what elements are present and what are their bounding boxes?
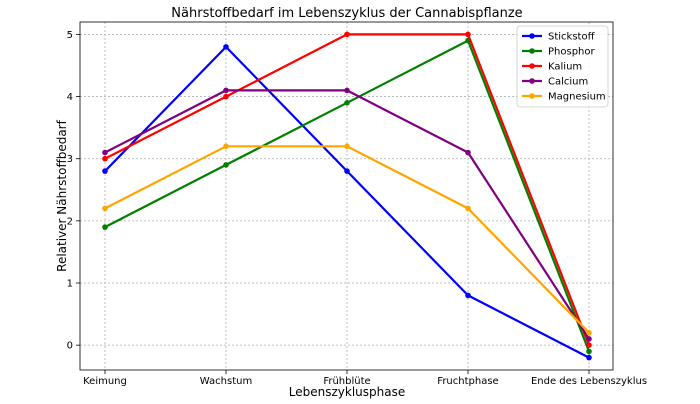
legend-marker-calcium <box>529 78 535 84</box>
data-point-phosphor <box>102 224 108 230</box>
series-lines <box>102 31 592 361</box>
x-axis-label: Lebenszyklusphase <box>289 385 405 399</box>
axis-ticks: Keimung Wachstum Frühblüte Fruchtphase Ende … <box>67 30 647 387</box>
legend-marker-kalium <box>529 63 535 69</box>
legend: Stickstoff Phosphor Kalium Calcium Magnesium <box>516 25 609 108</box>
data-point-magnesium <box>102 205 108 212</box>
x-tick-label: Fruchtphase <box>437 376 498 387</box>
plot-frame <box>79 21 614 371</box>
y-tick-label: 1 <box>67 279 73 290</box>
data-point-magnesium <box>223 143 229 150</box>
legend-box <box>516 25 609 108</box>
x-tick-label: Frühblüte <box>323 376 370 387</box>
series-calcium <box>102 87 592 342</box>
data-point-stickstoff <box>223 44 229 50</box>
series-kalium <box>102 31 592 348</box>
series-stickstoff <box>102 44 592 361</box>
data-point-kalium <box>223 93 229 100</box>
y-tick-label: 0 <box>67 341 73 352</box>
data-point-stickstoff <box>344 168 350 174</box>
y-tick-label: 4 <box>67 92 73 103</box>
data-point-phosphor <box>586 348 592 355</box>
legend-label-stickstoff: Stickstoff <box>548 32 596 43</box>
y-tick-label: 3 <box>67 154 73 165</box>
legend-marker-magnesium <box>529 93 535 99</box>
legend-marker-stickstoff <box>529 33 535 39</box>
data-point-kalium <box>465 31 471 38</box>
data-point-stickstoff <box>102 168 108 174</box>
data-point-calcium <box>102 149 108 156</box>
y-tick-label: 2 <box>67 216 73 227</box>
legend-label-phosphor: Phosphor <box>548 47 596 58</box>
data-point-kalium <box>586 342 592 348</box>
data-point-kalium <box>102 155 108 162</box>
y-tick-label: 5 <box>67 30 73 41</box>
data-point-stickstoff <box>465 292 471 299</box>
data-point-kalium <box>344 31 350 38</box>
data-point-magnesium <box>465 205 471 212</box>
data-point-calcium <box>586 336 592 342</box>
chart-title: Nährstoffbedarf im Lebenszyklus der Cann… <box>171 6 522 21</box>
legend-label-kalium: Kalium <box>548 62 582 73</box>
data-point-phosphor <box>223 162 229 168</box>
data-point-calcium <box>223 87 229 94</box>
data-point-calcium <box>344 87 350 94</box>
x-tick-label: Wachstum <box>200 376 252 387</box>
series-magnesium <box>102 143 592 336</box>
data-point-calcium <box>465 149 471 156</box>
legend-label-calcium: Calcium <box>548 77 588 88</box>
x-tick-label: Ende des Lebenszyklus <box>531 376 647 387</box>
data-point-magnesium <box>344 143 350 150</box>
legend-marker-phosphor <box>529 48 535 54</box>
data-point-magnesium <box>586 329 592 336</box>
y-axis-label: Relativer Nährstoffbedarf <box>55 119 69 271</box>
x-tick-label: Keimung <box>83 376 127 387</box>
data-point-stickstoff <box>586 354 592 361</box>
legend-label-magnesium: Magnesium <box>548 92 606 103</box>
data-point-phosphor <box>344 100 350 106</box>
